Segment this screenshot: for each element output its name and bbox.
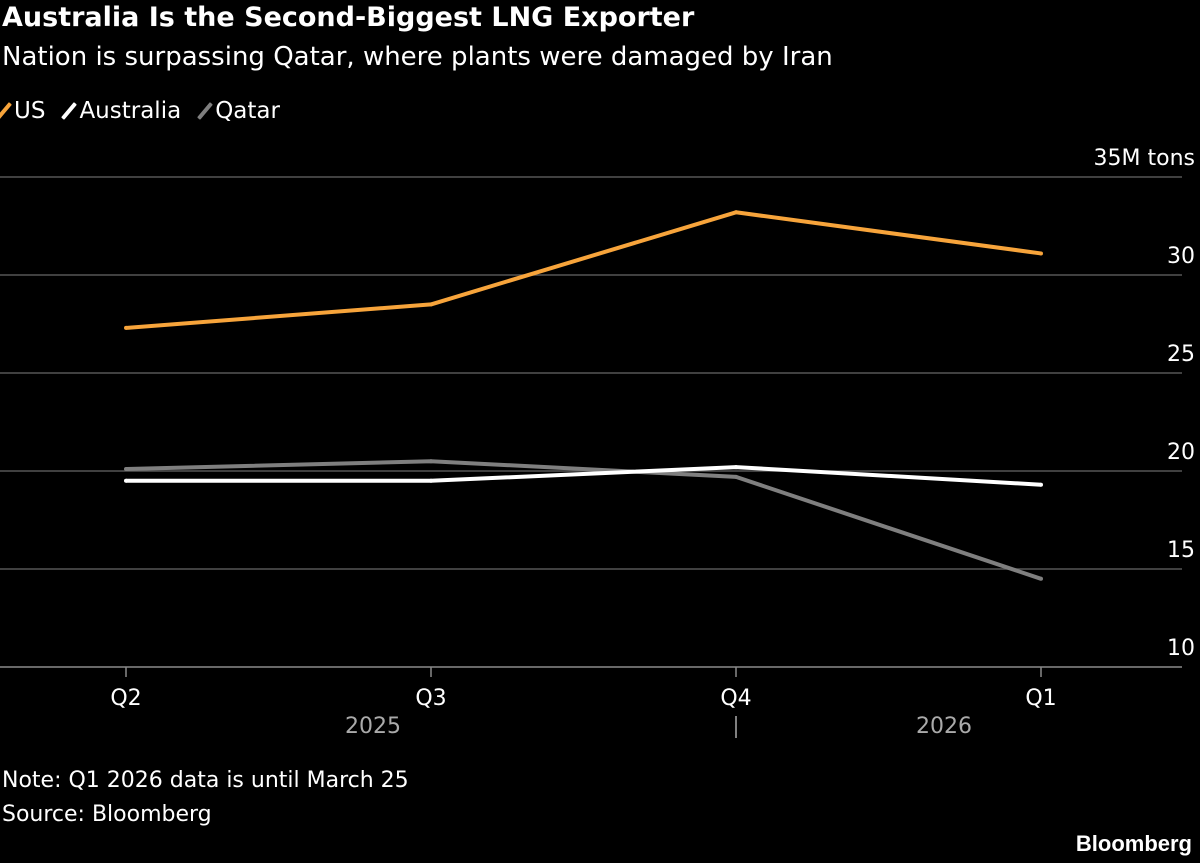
data-point-australia (1039, 482, 1043, 487)
legend-label-australia: Australia (79, 98, 182, 124)
data-point-australia (734, 465, 738, 470)
legend-label-us: US (14, 98, 46, 124)
series-line-australia (126, 465, 1042, 487)
year-label: 2025 (345, 714, 401, 739)
y-tick-label: 30 (1167, 244, 1195, 269)
data-point-qatar (1039, 576, 1043, 581)
series-line-us (125, 210, 1042, 330)
data-point-qatar (734, 474, 738, 479)
series-line-qatar (125, 459, 1042, 581)
x-tick-label: Q3 (415, 686, 446, 711)
y-tick-label: 10 (1167, 636, 1195, 661)
data-point-us (734, 210, 738, 215)
bloomberg-logo: Bloomberg (1075, 831, 1192, 856)
y-tick-label: 20 (1167, 440, 1195, 465)
data-point-qatar (124, 467, 128, 472)
x-tick-label: Q2 (110, 686, 141, 711)
y-tick-label: 35M tons (1094, 146, 1195, 171)
chart-title: Australia Is the Second-Biggest LNG Expo… (2, 2, 695, 33)
y-tick-label: 25 (1167, 342, 1195, 367)
legend-item-australia: Australia (61, 98, 182, 124)
data-point-qatar (429, 459, 433, 464)
legend-item-qatar: Qatar (197, 98, 280, 124)
data-point-us (1039, 251, 1043, 256)
chart-subtitle: Nation is surpassing Qatar, where plants… (2, 42, 833, 72)
year-label: 2026 (916, 714, 972, 739)
chart-source: Source: Bloomberg (2, 802, 212, 827)
chart-note: Note: Q1 2026 data is until March 25 (2, 768, 409, 793)
data-point-australia (124, 478, 128, 483)
x-tick-label: Q1 (1025, 686, 1056, 711)
data-point-us (124, 325, 128, 330)
legend: US Australia Qatar (0, 98, 280, 124)
data-point-australia (429, 478, 433, 483)
x-tick-label: Q4 (720, 686, 751, 711)
legend-label-qatar: Qatar (215, 98, 280, 124)
y-tick-label: 15 (1167, 538, 1195, 563)
legend-item-us: US (0, 98, 46, 124)
data-point-us (429, 302, 433, 307)
